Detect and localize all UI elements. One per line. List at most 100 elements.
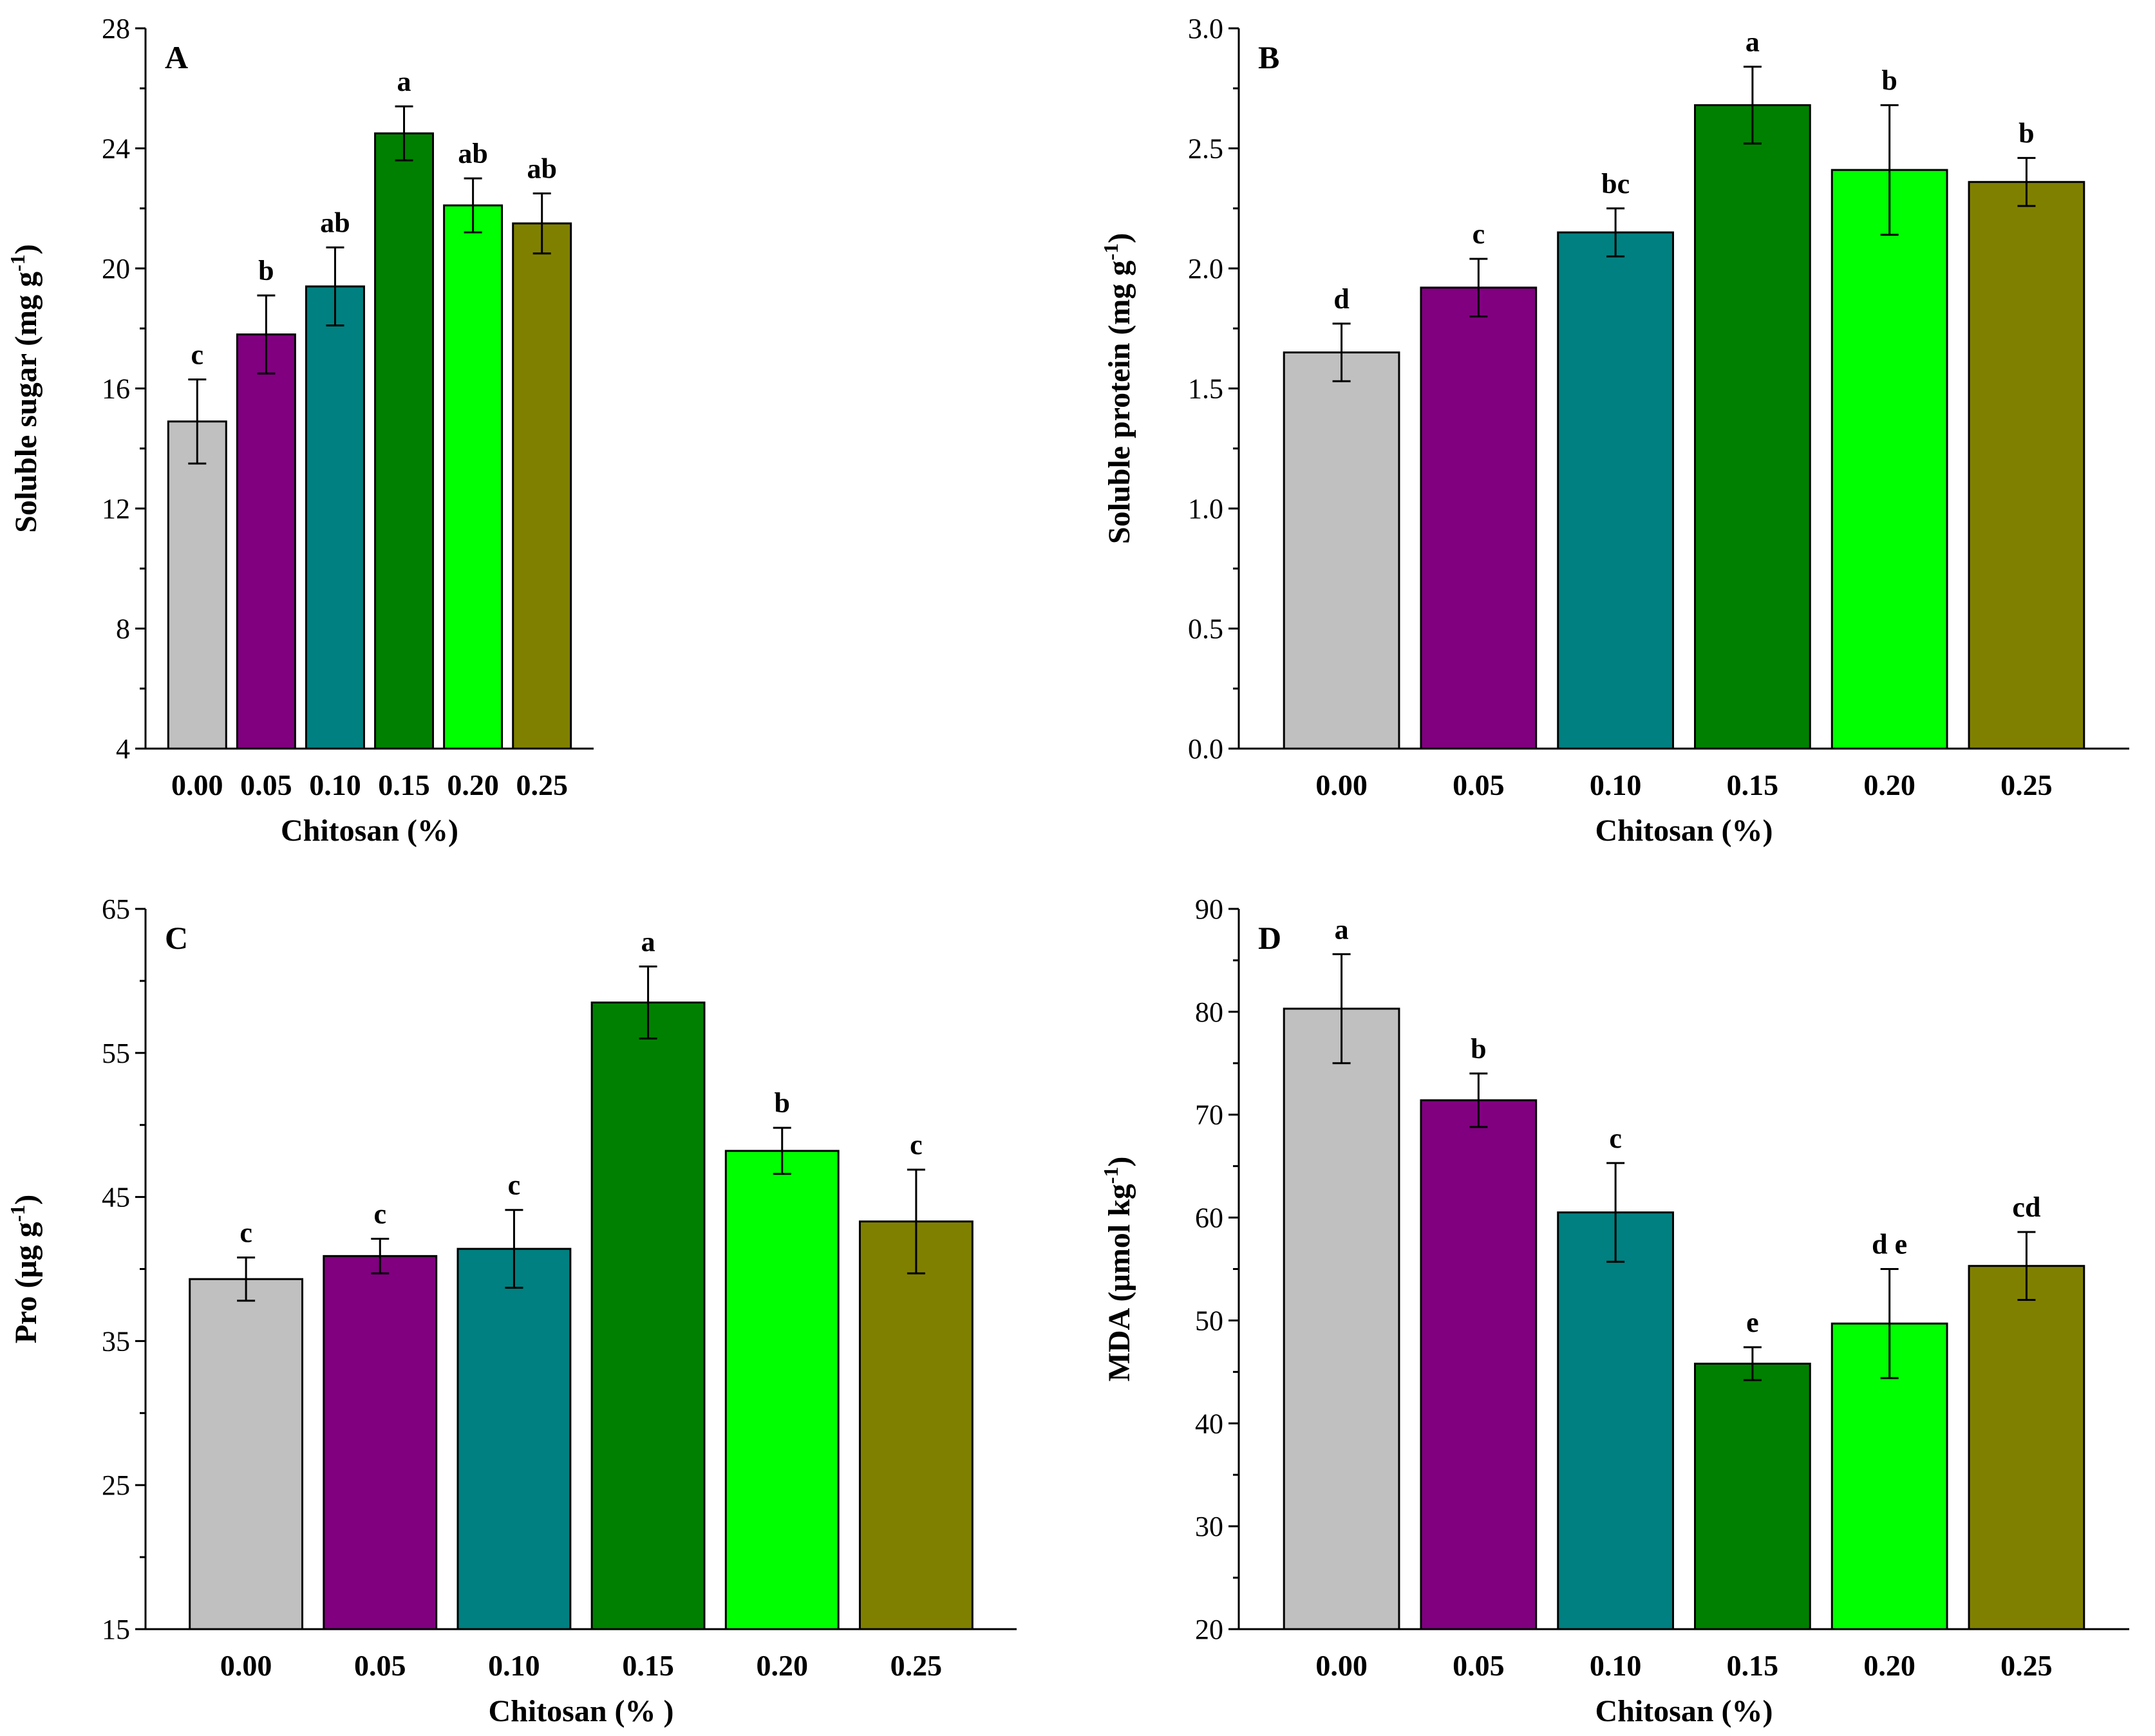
x-tick-label: 0.25	[516, 769, 568, 801]
y-tick-label: 2.5	[1188, 133, 1223, 165]
y-axis-title-close: )	[9, 244, 43, 254]
significance-label: b	[2019, 117, 2034, 149]
bar-0.00	[1283, 351, 1400, 750]
bar-0.15	[1694, 104, 1811, 750]
significance-label: c	[508, 1170, 521, 1201]
y-tick-label: 2.0	[1188, 253, 1223, 285]
significance-label: a	[1335, 913, 1349, 945]
bar-0.10	[456, 1247, 572, 1630]
y-tick-label: 4	[116, 733, 130, 765]
x-axis-title: Chitosan (% )	[488, 1694, 673, 1728]
x-tick-label: 0.20	[447, 769, 499, 801]
bar-0.20	[443, 204, 503, 750]
y-axis-title: Soluble sugar (mg g-1)	[6, 244, 43, 532]
significance-label: d e	[1872, 1229, 1907, 1260]
significance-label: a	[397, 66, 411, 97]
y-tick-label: 60	[1195, 1202, 1223, 1234]
x-tick-label: 0.00	[171, 769, 223, 801]
significance-label: ab	[527, 153, 556, 184]
y-tick-label: 35	[102, 1325, 130, 1357]
x-tick-label: 0.10	[1590, 769, 1642, 801]
x-tick-label: 0.10	[1590, 1649, 1642, 1682]
bar-0.00	[1283, 1007, 1400, 1630]
y-tick-label: 30	[1195, 1511, 1223, 1542]
y-axis-title: Soluble protein (mg g-1)	[1099, 233, 1136, 544]
x-axis-title: Chitosan (%)	[1595, 1694, 1773, 1728]
bar-0.10	[1557, 1211, 1674, 1630]
y-axis-title-superscript: -1	[1099, 243, 1122, 261]
y-tick-label: 25	[102, 1470, 130, 1501]
x-tick-label: 0.00	[220, 1649, 272, 1682]
bar-0.10	[1557, 231, 1674, 750]
significance-label: ab	[458, 138, 487, 169]
y-tick-label: 24	[102, 133, 130, 165]
panel-c: 15 25 35 45 55 65 c 0.00 c 0.05 c 0.10 a 0.15 b 0.20 c 0.…	[6, 893, 1017, 1728]
bar-0.00	[189, 1278, 304, 1630]
x-tick-label: 0.05	[1453, 769, 1505, 801]
y-axis-title-main: Soluble protein (mg g	[1102, 261, 1136, 544]
y-tick-label: 40	[1195, 1408, 1223, 1439]
y-tick-label: 15	[102, 1614, 130, 1645]
significance-label: ab	[320, 207, 350, 238]
significance-label: b	[258, 255, 274, 286]
x-tick-label: 0.10	[309, 769, 361, 801]
y-axis-title-superscript: -1	[1099, 1167, 1122, 1184]
y-axis-title-main: Soluble sugar (mg g	[9, 272, 43, 533]
bar-0.00	[167, 420, 227, 750]
y-tick-label: 20	[102, 253, 130, 285]
significance-label: bc	[1601, 168, 1630, 200]
significance-label: e	[1746, 1307, 1759, 1338]
panel-letter: C	[165, 920, 188, 956]
significance-label: c	[374, 1199, 387, 1230]
x-tick-label: 0.05	[354, 1649, 406, 1682]
x-tick-label: 0.00	[1315, 769, 1368, 801]
x-tick-label: 0.20	[756, 1649, 808, 1682]
x-axis-title: Chitosan (%)	[281, 814, 458, 848]
panel-letter: D	[1258, 920, 1281, 956]
bar-0.25	[1968, 181, 2085, 750]
y-axis-title: MDA (μmol kg-1)	[1099, 1157, 1136, 1382]
y-axis-title-superscript: -1	[6, 254, 29, 272]
x-tick-label: 0.00	[1315, 1649, 1368, 1682]
x-tick-label: 0.10	[488, 1649, 540, 1682]
bar-0.10	[305, 285, 365, 750]
bar-0.25	[1968, 1265, 2085, 1630]
panel-d: 20 30 40 50 60 70 80 90 a 0.00 b 0.05 c 0.10 e 0.15 d e 0…	[1099, 893, 2129, 1728]
y-tick-label: 65	[102, 893, 130, 925]
x-tick-label: 0.25	[2000, 769, 2053, 801]
bar-0.15	[590, 1001, 706, 1630]
x-axis-title: Chitosan (%)	[1595, 814, 1773, 848]
bar-0.20	[724, 1150, 840, 1630]
significance-label: c	[1609, 1123, 1622, 1154]
y-axis-title-main: Pro (μg g	[9, 1222, 43, 1343]
significance-label: d	[1333, 283, 1349, 315]
y-tick-label: 55	[102, 1038, 130, 1069]
y-tick-label: 20	[1195, 1614, 1223, 1645]
y-tick-label: 28	[102, 13, 130, 44]
bar-0.20	[1830, 169, 1948, 750]
y-tick-label: 1.5	[1188, 373, 1223, 405]
bar-0.05	[1420, 286, 1538, 750]
y-axis-title-superscript: -1	[6, 1205, 29, 1222]
bar-0.05	[236, 333, 296, 750]
significance-label: c	[910, 1129, 923, 1161]
significance-label: c	[1473, 218, 1485, 250]
significance-label: a	[641, 926, 655, 958]
bar-0.25	[858, 1220, 974, 1630]
significance-label: cd	[2012, 1191, 2040, 1223]
panel-a: 4 8 12 16 20 24 28 c 0.00 b 0.05 ab 0.10 a 0.15 ab 0.20 a…	[6, 13, 594, 848]
x-tick-label: 0.15	[378, 769, 430, 801]
y-tick-label: 3.0	[1188, 13, 1223, 44]
significance-label: c	[240, 1217, 252, 1249]
y-tick-label: 50	[1195, 1305, 1223, 1336]
y-tick-label: 0.0	[1188, 733, 1223, 765]
y-tick-label: 90	[1195, 893, 1223, 925]
y-axis-title: Pro (μg g-1)	[6, 1195, 43, 1344]
bar-0.05	[1420, 1099, 1538, 1630]
y-axis-title-close: )	[9, 1195, 43, 1205]
x-tick-label: 0.15	[1727, 1649, 1779, 1682]
y-tick-label: 12	[102, 493, 130, 525]
y-tick-label: 0.5	[1188, 613, 1223, 645]
x-tick-label: 0.25	[2000, 1649, 2053, 1682]
